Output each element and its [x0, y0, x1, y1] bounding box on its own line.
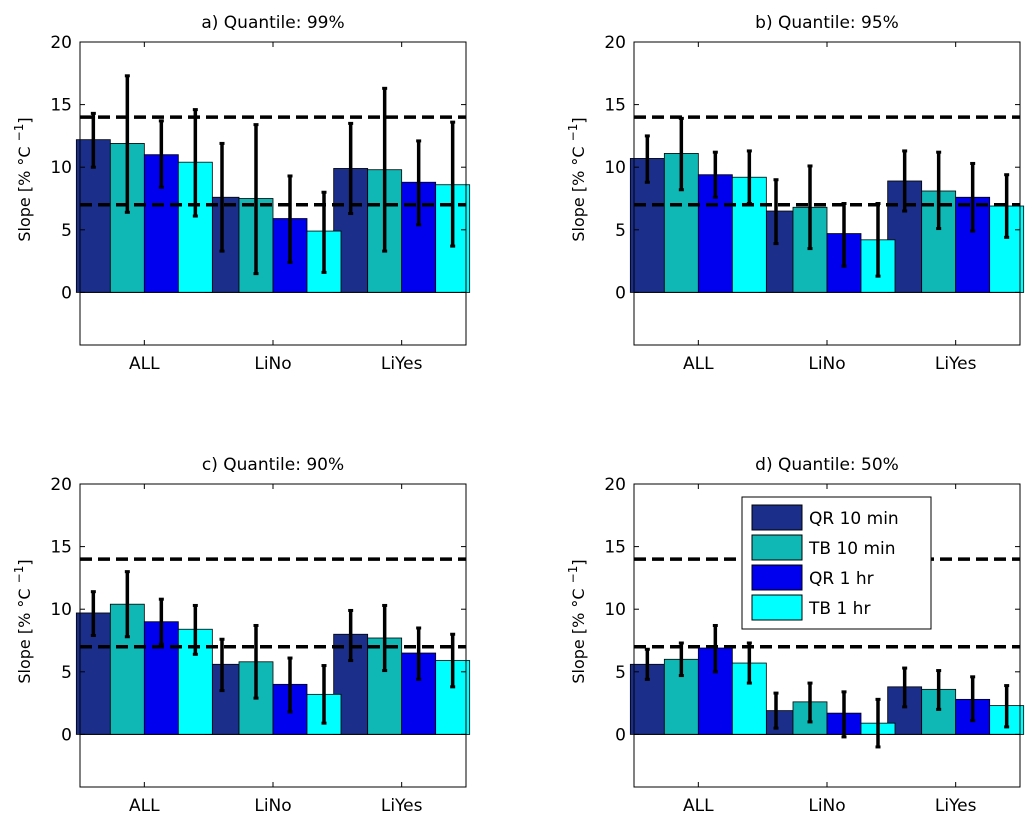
y-axis-label-end: ]	[15, 117, 34, 123]
subplot-title: c) Quantile: 90%	[202, 455, 344, 475]
legend-swatch	[752, 505, 802, 530]
x-tick-label: LiNo	[808, 354, 845, 374]
y-tick-label: 0	[61, 283, 72, 303]
y-axis-label: Slope [% °C −1]	[566, 559, 588, 683]
legend-label: QR 10 min	[809, 509, 899, 529]
subplot-title: b) Quantile: 95%	[755, 13, 899, 33]
x-tick-label: LiNo	[254, 354, 291, 374]
y-tick-label: 5	[615, 221, 626, 241]
subplot-title: d) Quantile: 50%	[755, 455, 899, 475]
legend-swatch	[752, 565, 802, 590]
y-axis-label: Slope [% °C −1]	[12, 559, 34, 683]
subplot-3: c) Quantile: 90% 0 5 10 15 20 ALL LiNo LiYes Slop…	[12, 455, 470, 816]
y-tick-label: 5	[615, 663, 626, 683]
y-axis-label-main: Slope [% °C	[569, 141, 588, 241]
y-tick-label: 10	[604, 600, 626, 620]
y-tick-label: 20	[604, 33, 626, 53]
y-axis-label: Slope [% °C −1]	[12, 117, 34, 241]
legend-swatch	[752, 535, 802, 560]
y-tick-label: 15	[604, 96, 626, 116]
y-tick-label: 15	[50, 96, 72, 116]
y-tick-label: 15	[50, 538, 72, 558]
x-tick-label: LiYes	[381, 354, 423, 374]
y-tick-label: 20	[604, 475, 626, 495]
y-tick-label: 5	[61, 221, 72, 241]
subplot-4: d) Quantile: 50% 0 5 10 15 20 ALL LiNo LiYes Slop…	[566, 455, 1024, 816]
y-axis-label-end: ]	[15, 559, 34, 565]
y-axis-label-main: Slope [% °C	[569, 583, 588, 683]
y-axis-label-main: Slope [% °C	[15, 583, 34, 683]
y-tick-label: 5	[61, 663, 72, 683]
y-axis-label-main: Slope [% °C	[15, 141, 34, 241]
y-axis-label-superscript: −1	[566, 566, 580, 584]
y-tick-label: 10	[50, 600, 72, 620]
y-tick-label: 20	[50, 475, 72, 495]
y-tick-label: 10	[604, 158, 626, 178]
y-tick-label: 10	[50, 158, 72, 178]
legend: QR 10 min TB 10 min QR 1 hr TB 1 hr	[742, 497, 931, 629]
x-tick-label: LiNo	[254, 796, 291, 816]
y-axis-label-superscript: −1	[12, 566, 26, 584]
x-tick-label: ALL	[129, 354, 160, 374]
y-axis-label: Slope [% °C −1]	[566, 117, 588, 241]
x-tick-label: ALL	[129, 796, 160, 816]
legend-label: QR 1 hr	[809, 569, 874, 589]
y-axis-label-superscript: −1	[12, 124, 26, 142]
y-tick-label: 20	[50, 33, 72, 53]
y-tick-label: 0	[615, 283, 626, 303]
y-axis-label-end: ]	[569, 117, 588, 123]
legend-swatch	[752, 595, 802, 620]
x-tick-label: ALL	[683, 796, 714, 816]
y-tick-label: 0	[615, 725, 626, 745]
y-tick-label: 0	[61, 725, 72, 745]
y-tick-label: 15	[604, 538, 626, 558]
legend-label: TB 10 min	[808, 539, 896, 559]
x-tick-label: LiYes	[381, 796, 423, 816]
subplot-2: b) Quantile: 95% 0 5 10 15 20 ALL LiNo LiYes Slop…	[566, 13, 1024, 374]
y-axis-label-superscript: −1	[566, 124, 580, 142]
subplot-1: a) Quantile: 99% 0 5 10 15 20 ALL LiNo LiYes Slop…	[12, 13, 470, 374]
x-tick-label: LiYes	[935, 354, 977, 374]
x-tick-label: LiNo	[808, 796, 845, 816]
subplot-title: a) Quantile: 99%	[201, 13, 344, 33]
legend-label: TB 1 hr	[808, 599, 870, 619]
x-tick-label: LiYes	[935, 796, 977, 816]
y-axis-label-end: ]	[569, 559, 588, 565]
x-tick-label: ALL	[683, 354, 714, 374]
